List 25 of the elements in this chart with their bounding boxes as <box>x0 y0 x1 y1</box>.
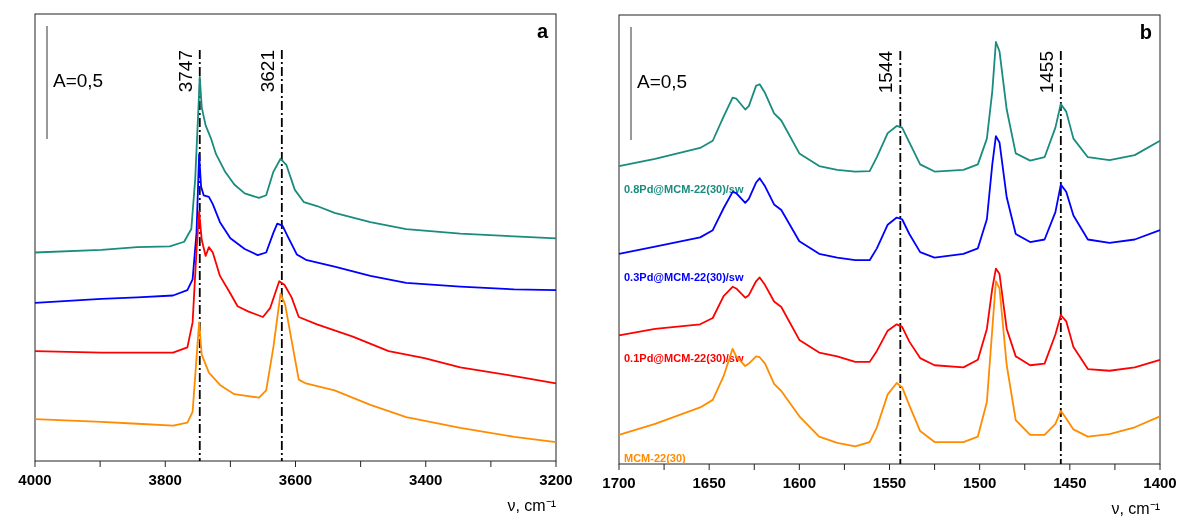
x-tick-label: 1550 <box>872 474 907 491</box>
series-label: 0.3Pd@MCM-22(30)/sw <box>624 270 744 283</box>
series-label: 0.8Pd@MCM-22(30)/sw <box>624 183 744 196</box>
series-label: MCM-22(30) <box>624 451 687 464</box>
x-tick-label: 1400 <box>1143 474 1177 491</box>
ref-line-label: 1455 <box>1035 51 1057 94</box>
x-tick-label: 1500 <box>962 474 997 491</box>
chart-title: a <box>536 20 549 42</box>
x-axis-title: ν, cm⁻¹ <box>507 497 556 514</box>
x-tick-label: 1700 <box>602 474 636 491</box>
x-axis-title: ν, cm⁻¹ <box>1111 500 1160 517</box>
x-tick-label: 3400 <box>409 471 443 488</box>
x-tick-label: 3800 <box>148 471 182 488</box>
x-tick-label: 1450 <box>1053 474 1087 491</box>
x-tick-label: 3600 <box>278 471 313 488</box>
x-tick-label: 1650 <box>692 474 726 491</box>
x-tick-label: 1600 <box>782 474 817 491</box>
ref-line-label: 1544 <box>875 50 897 94</box>
ref-line-label: 3621 <box>256 50 278 93</box>
annotation: A=0,5 <box>637 71 688 92</box>
x-tick-label: 4000 <box>18 471 52 488</box>
ref-line-label: 3747 <box>174 50 196 93</box>
annotation: A=0,5 <box>53 70 104 91</box>
chart-title: b <box>1139 21 1152 43</box>
x-tick-label: 3200 <box>539 471 573 488</box>
